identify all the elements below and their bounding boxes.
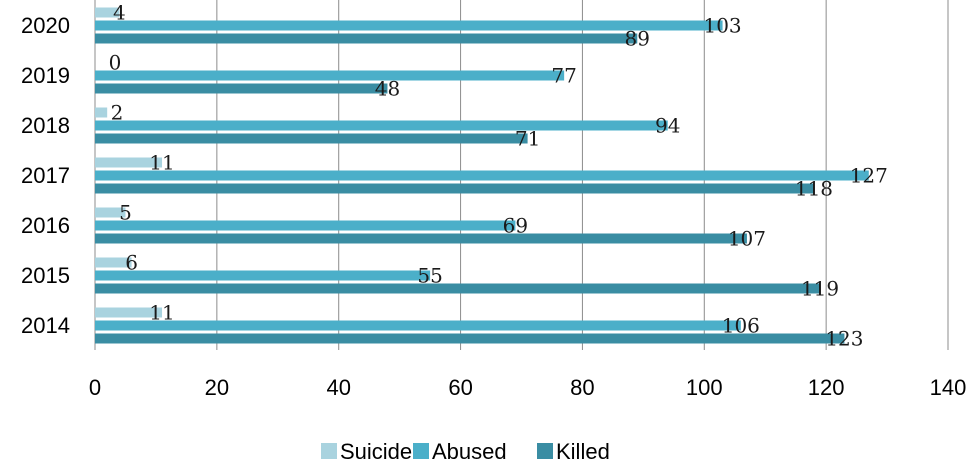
data-label-suicide-2014: 11 bbox=[149, 301, 174, 325]
data-label-suicide-2020: 4 bbox=[113, 1, 126, 25]
bar-abused-2019 bbox=[95, 70, 565, 81]
legend-label-abused: Abused bbox=[432, 439, 507, 464]
data-label-abused-2015: 55 bbox=[417, 264, 442, 288]
bar-abused-2016 bbox=[95, 220, 516, 231]
bar-killed-2019 bbox=[95, 83, 388, 94]
data-label-killed-2019: 48 bbox=[375, 77, 400, 101]
y-tick-label-2017: 2017 bbox=[21, 163, 70, 188]
data-label-suicide-2018: 2 bbox=[111, 101, 124, 125]
data-label-killed-2014: 123 bbox=[825, 327, 863, 351]
y-tick-label-2015: 2015 bbox=[21, 263, 70, 288]
y-tick-label-2020: 2020 bbox=[21, 13, 70, 38]
data-labels: 4 103 89 0 77 48 2 94 71 11 127 118 5 69 107 6 55 119 11 10… bbox=[109, 1, 888, 351]
bar-abused-2015 bbox=[95, 270, 431, 281]
bar-killed-2018 bbox=[95, 133, 528, 144]
bar-killed-2014 bbox=[95, 333, 845, 344]
data-label-abused-2018: 94 bbox=[655, 114, 680, 138]
x-tick-label-20: 20 bbox=[205, 375, 229, 400]
bar-killed-2015 bbox=[95, 283, 821, 294]
x-tick-label-0: 0 bbox=[89, 375, 101, 400]
data-label-killed-2016: 107 bbox=[728, 227, 766, 251]
data-label-suicide-2019: 0 bbox=[109, 51, 122, 75]
y-tick-label-2014: 2014 bbox=[21, 313, 70, 338]
bar-abused-2020 bbox=[95, 20, 723, 31]
data-label-abused-2017: 127 bbox=[850, 164, 888, 188]
x-tick-label-80: 80 bbox=[570, 375, 594, 400]
bar-abused-2018 bbox=[95, 120, 668, 131]
x-tick-label-120: 120 bbox=[808, 375, 845, 400]
legend-swatch-abused bbox=[413, 443, 429, 459]
y-tick-label-2016: 2016 bbox=[21, 213, 70, 238]
bar-suicide-2016 bbox=[95, 207, 126, 218]
x-tick-label-60: 60 bbox=[448, 375, 472, 400]
legend-swatch-suicide bbox=[321, 443, 337, 459]
x-tick-label-140: 140 bbox=[930, 375, 967, 400]
data-label-killed-2015: 119 bbox=[801, 277, 839, 301]
data-label-killed-2020: 89 bbox=[625, 27, 650, 51]
bar-abused-2017 bbox=[95, 170, 869, 181]
data-label-abused-2014: 106 bbox=[722, 314, 760, 338]
bar-abused-2014 bbox=[95, 320, 741, 331]
data-label-killed-2018: 71 bbox=[515, 127, 540, 151]
data-label-suicide-2015: 6 bbox=[125, 251, 138, 275]
y-axis-tick-labels: 2020 2019 2018 2017 2016 2015 2014 bbox=[21, 13, 70, 338]
legend-label-suicide: Suicide bbox=[340, 439, 412, 464]
bar-suicide-2017 bbox=[95, 157, 163, 168]
data-label-suicide-2017: 11 bbox=[149, 151, 174, 175]
bar-killed-2020 bbox=[95, 33, 638, 44]
y-tick-label-2018: 2018 bbox=[21, 113, 70, 138]
x-axis-tick-labels: 0 20 40 60 80 100 120 140 bbox=[89, 375, 966, 400]
data-label-suicide-2016: 5 bbox=[119, 201, 132, 225]
legend-swatch-killed bbox=[537, 443, 553, 459]
bar-suicide-2018 bbox=[95, 107, 108, 118]
x-tick-label-100: 100 bbox=[686, 375, 723, 400]
data-label-abused-2016: 69 bbox=[503, 214, 528, 238]
data-label-abused-2019: 77 bbox=[551, 64, 576, 88]
bar-suicide-2020 bbox=[95, 7, 120, 18]
legend: Suicide Abused Killed bbox=[321, 439, 610, 464]
bar-killed-2017 bbox=[95, 183, 814, 194]
bar-suicide-2015 bbox=[95, 257, 132, 268]
x-tick-label-40: 40 bbox=[326, 375, 350, 400]
data-label-killed-2017: 118 bbox=[795, 177, 833, 201]
data-label-abused-2020: 103 bbox=[703, 14, 741, 38]
y-tick-label-2019: 2019 bbox=[21, 63, 70, 88]
bar-suicide-2014 bbox=[95, 307, 163, 318]
bar-killed-2016 bbox=[95, 233, 747, 244]
bars bbox=[95, 7, 869, 344]
legend-label-killed: Killed bbox=[556, 439, 610, 464]
